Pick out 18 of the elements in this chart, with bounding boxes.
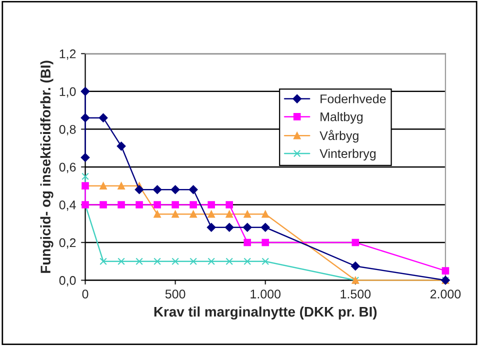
y-tick-label: 1,0 xyxy=(60,87,76,98)
x-tick-label: 0 xyxy=(82,290,88,298)
y-tick-label: 0,4 xyxy=(59,200,76,211)
legend-label: Vinterbryg xyxy=(320,148,376,160)
x-tick-label: 500 xyxy=(165,290,186,298)
y-tick-label: 1,2 xyxy=(60,49,76,60)
y-axis-title: Fungicid- og insekticidforbr. (BI) xyxy=(40,60,54,273)
legend-label: Foderhvede xyxy=(320,94,386,104)
legend-label: Maltbyg xyxy=(320,112,363,124)
y-tick-label: 0,2 xyxy=(59,238,76,249)
x-tick-label: 1.500 xyxy=(340,290,371,298)
y-tick-label: 0,8 xyxy=(59,124,76,136)
x-tick-label: 2.000 xyxy=(430,290,461,298)
x-tick-label: 1.000 xyxy=(250,290,281,298)
x-axis-title: Krav til marginalnytte (DKK pr. BI) xyxy=(154,306,377,320)
y-tick-label: 0,0 xyxy=(59,276,76,286)
legend-label: Vårbyg xyxy=(320,130,358,143)
y-tick-label: 0,6 xyxy=(59,162,76,174)
